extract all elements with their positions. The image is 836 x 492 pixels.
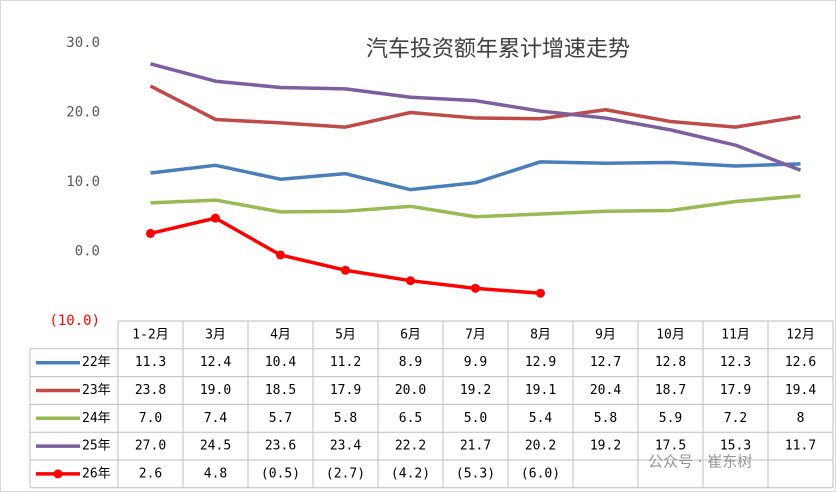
table-cell: 4.8 bbox=[204, 466, 227, 481]
y-tick-label: 0.0 bbox=[75, 244, 100, 260]
table-cell: 21.7 bbox=[460, 439, 491, 454]
table-cell: 20.4 bbox=[590, 383, 621, 398]
series-line bbox=[150, 62, 802, 172]
table-cell: 5.8 bbox=[594, 411, 617, 426]
point bbox=[211, 213, 220, 223]
point bbox=[146, 228, 155, 238]
table-cell: 12.6 bbox=[785, 355, 816, 370]
table-cell: 27.0 bbox=[135, 439, 166, 454]
table-cell: 11.2 bbox=[330, 355, 361, 370]
y-tick-label: 20.0 bbox=[66, 105, 100, 121]
table-cell: 19.2 bbox=[460, 383, 491, 398]
table-cell: (0.5) bbox=[261, 466, 300, 481]
legend-label: 24年 bbox=[82, 411, 111, 426]
series-line bbox=[150, 194, 801, 219]
x-tick-label: 10月 bbox=[656, 327, 685, 342]
table-cell: 12.7 bbox=[590, 355, 621, 370]
chart-title: 汽车投资额年累计增速走势 bbox=[366, 37, 630, 62]
point bbox=[406, 276, 415, 286]
table-cell: 18.5 bbox=[265, 383, 296, 398]
legend-label: 22年 bbox=[82, 355, 111, 370]
table-cell: 5.7 bbox=[269, 411, 292, 426]
table-cell: 2.6 bbox=[139, 466, 162, 481]
table-cell: 17.9 bbox=[330, 383, 361, 398]
table-cell: 17.5 bbox=[655, 439, 686, 454]
table-cell: (5.3) bbox=[456, 466, 495, 481]
table-cell: 20.2 bbox=[525, 439, 556, 454]
series-line bbox=[150, 160, 801, 192]
x-tick-label: 5月 bbox=[335, 327, 356, 342]
table-cell: 12.4 bbox=[200, 355, 231, 370]
table-cell: 19.2 bbox=[590, 439, 621, 454]
table-cell: 9.9 bbox=[464, 355, 487, 370]
table-cell: 19.4 bbox=[785, 383, 816, 398]
table-cell: 5.8 bbox=[334, 411, 357, 426]
series-line bbox=[149, 84, 801, 129]
table-cell: 18.7 bbox=[655, 383, 686, 398]
table-cell: 12.3 bbox=[720, 355, 751, 370]
table-cell: 7.0 bbox=[139, 411, 162, 426]
table-cell: 15.3 bbox=[720, 439, 751, 454]
point bbox=[471, 283, 480, 293]
table-cell: 8.9 bbox=[399, 355, 422, 370]
y-tick-label: 10.0 bbox=[66, 174, 100, 190]
table-cell: 7.2 bbox=[724, 411, 747, 426]
x-tick-label: 11月 bbox=[721, 327, 750, 342]
legend-label: 26年 bbox=[82, 466, 111, 481]
table-cell: (2.7) bbox=[326, 466, 365, 481]
y-tick-label: (10.0) bbox=[49, 313, 100, 329]
x-tick-label: 4月 bbox=[270, 327, 291, 342]
point bbox=[276, 250, 285, 260]
table-cell: 5.4 bbox=[529, 411, 553, 426]
table-cell: 12.8 bbox=[655, 355, 686, 370]
x-tick-label: 1-2月 bbox=[132, 327, 168, 342]
y-tick-label: 30.0 bbox=[66, 35, 100, 51]
x-tick-label: 6月 bbox=[400, 327, 421, 342]
table-cell: 10.4 bbox=[265, 355, 296, 370]
table-cell: 23.4 bbox=[330, 439, 361, 454]
table-cell: (4.2) bbox=[391, 466, 430, 481]
x-tick-label: 7月 bbox=[465, 327, 486, 342]
table-cell: 7.4 bbox=[204, 411, 228, 426]
table-cell: 6.5 bbox=[399, 411, 422, 426]
table-cell: 17.9 bbox=[720, 383, 751, 398]
table-cell: 24.5 bbox=[200, 439, 231, 454]
table-cell: 11.3 bbox=[135, 355, 166, 370]
table-cell: 8 bbox=[797, 411, 805, 426]
table-cell: 23.8 bbox=[135, 383, 166, 398]
point bbox=[341, 265, 350, 275]
x-tick-label: 9月 bbox=[595, 327, 616, 342]
table-cell: 12.9 bbox=[525, 355, 556, 370]
table-cell: 19.1 bbox=[525, 383, 556, 398]
table-cell: 11.7 bbox=[785, 439, 816, 454]
table-cell: 5.9 bbox=[659, 411, 682, 426]
legend-label: 23年 bbox=[82, 383, 111, 398]
table-cell: (6.0) bbox=[521, 466, 560, 481]
x-tick-label: 3月 bbox=[205, 327, 226, 342]
table-cell: 23.6 bbox=[265, 439, 296, 454]
x-tick-label: 8月 bbox=[530, 327, 551, 342]
x-tick-label: 12月 bbox=[786, 327, 815, 342]
legend-label: 25年 bbox=[82, 439, 111, 454]
table-cell: 22.2 bbox=[395, 439, 426, 454]
table-cell: 19.0 bbox=[200, 383, 231, 398]
table-cell: 5.0 bbox=[464, 411, 487, 426]
legend-marker bbox=[53, 469, 63, 479]
table-cell: 20.0 bbox=[395, 383, 426, 398]
point bbox=[536, 288, 545, 298]
watermark: 公众号 · 崔东树 bbox=[648, 453, 752, 471]
